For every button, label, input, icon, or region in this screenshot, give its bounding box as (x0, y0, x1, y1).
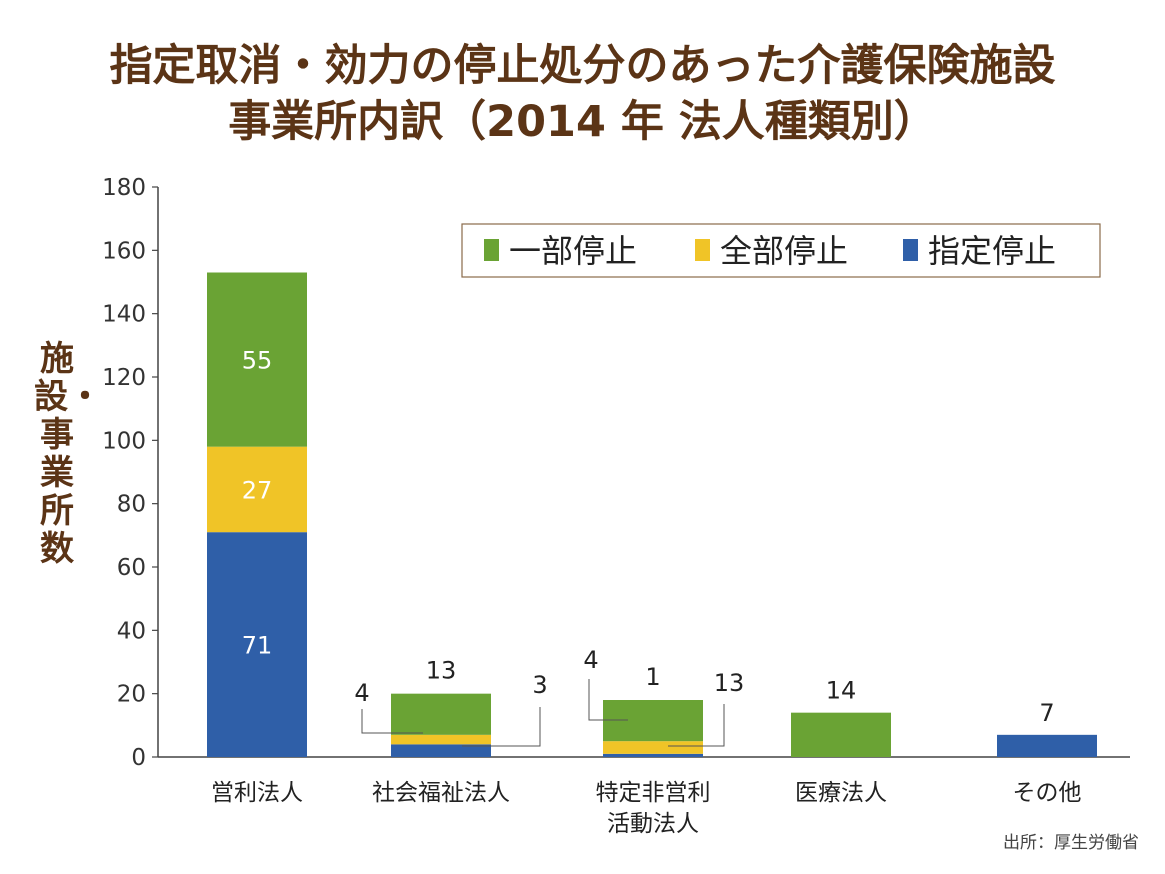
data-label: 1 (645, 663, 660, 691)
x-category-label: その他 (1013, 780, 1082, 806)
legend-box (461, 223, 1101, 278)
x-category-label: 特定非営利 (596, 780, 711, 806)
bar-segment-一部停止 (391, 693, 491, 735)
source-note: 出所：厚生労働省 (1003, 833, 1139, 853)
legend-swatch (484, 239, 499, 261)
legend-label: 一部停止 (509, 232, 637, 270)
label-leader-line (588, 679, 628, 721)
y-tick-label: 60 (117, 555, 146, 581)
chart-title-line2: 事業所内訳（2014 年 法人種類別） (228, 97, 937, 147)
data-label: 14 (826, 677, 857, 705)
y-tick-label: 120 (102, 365, 146, 391)
data-label: 27 (242, 476, 273, 504)
y-tick-label: 100 (102, 428, 146, 454)
y-tick-label: 180 (102, 175, 146, 201)
label-leader-line (668, 704, 725, 747)
data-label: 3 (532, 671, 547, 699)
bar-segment-全部停止 (603, 741, 703, 754)
data-label: 7 (1039, 699, 1054, 727)
data-label: 55 (242, 347, 273, 375)
x-category-label: 医療法人 (795, 780, 887, 806)
y-tick-label: 160 (102, 238, 146, 264)
bar-segment-全部停止 (391, 734, 491, 745)
bar-segment-一部停止 (791, 712, 891, 757)
data-label: 4 (583, 646, 598, 674)
bar-segment-一部停止 (603, 700, 703, 742)
chart-title-line1: 指定取消・効力の停止処分のあった介護保険施設 (109, 41, 1056, 91)
bar-segment-指定停止 (207, 532, 307, 757)
label-leader-line (361, 709, 423, 734)
bar-segment-指定停止 (997, 734, 1097, 757)
label-leader-line (462, 707, 541, 747)
y-tick-label: 140 (102, 302, 146, 328)
y-tick-label: 20 (117, 682, 146, 708)
bar-segment-指定停止 (603, 753, 703, 757)
legend-label: 指定停止 (928, 232, 1056, 270)
chart-title: 指定取消・効力の停止処分のあった介護保険施設 事業所内訳（2014 年 法人種類… (0, 38, 1165, 150)
bar-segment-一部停止 (207, 272, 307, 447)
y-tick-label: 40 (117, 618, 146, 644)
x-category-label: 社会福祉法人 (372, 780, 510, 806)
data-label: 13 (714, 669, 745, 697)
x-category-label: 営利法人 (211, 780, 303, 806)
bar-segment-指定停止 (391, 744, 491, 757)
data-label: 4 (354, 679, 369, 707)
y-tick-label: 80 (117, 492, 146, 518)
legend-swatch (903, 239, 918, 261)
legend-swatch (695, 239, 710, 261)
legend-label: 全部停止 (720, 232, 848, 270)
data-label: 13 (426, 657, 457, 685)
bar-segment-全部停止 (207, 446, 307, 533)
y-tick-label: 0 (131, 745, 146, 771)
x-category-label: 活動法人 (607, 811, 699, 837)
data-label: 71 (242, 632, 273, 660)
